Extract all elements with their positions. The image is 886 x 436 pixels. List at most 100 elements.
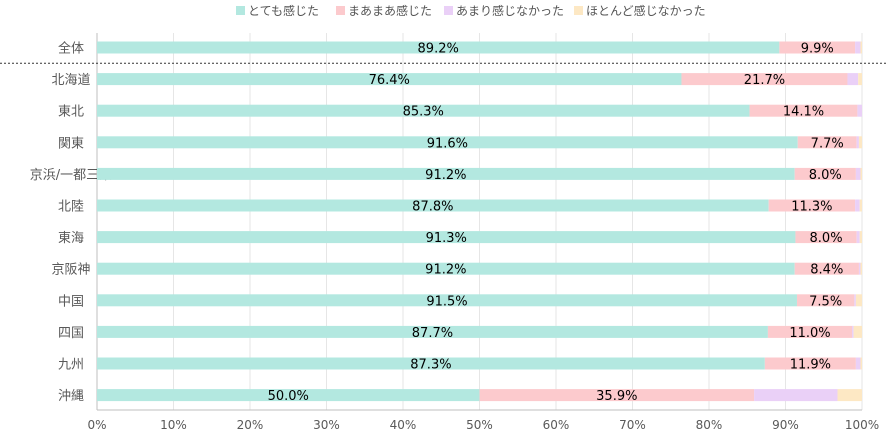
legend-swatch xyxy=(444,6,453,15)
bar-segment xyxy=(768,199,856,212)
x-tick-label: 10% xyxy=(160,418,187,432)
category-label: 北海道 xyxy=(51,73,90,88)
bar-segment xyxy=(97,73,682,86)
bar-segment xyxy=(854,294,856,307)
x-tick-label: 40% xyxy=(390,418,417,432)
data-label: 8.0% xyxy=(810,231,843,246)
bar-segment xyxy=(97,41,780,54)
data-label: 85.3% xyxy=(403,105,444,120)
bar-segment xyxy=(97,389,480,402)
bar-segment xyxy=(749,104,858,117)
bar-segment xyxy=(764,357,856,370)
data-label: 7.5% xyxy=(809,294,842,309)
bar-segment xyxy=(852,325,854,338)
data-label: 89.2% xyxy=(418,42,459,57)
legend: とても感じた まあまあ感じた あまり感じなかった ほとんど感じなかった xyxy=(0,2,886,20)
category-label: 東海 xyxy=(58,230,84,246)
category-label: 全体 xyxy=(58,41,84,57)
category-label: 九州 xyxy=(58,358,84,373)
bar-segment xyxy=(795,231,857,244)
x-tick-label: 60% xyxy=(543,418,570,432)
bar-segment xyxy=(97,325,768,338)
data-label: 91.5% xyxy=(426,294,467,309)
bar-segment xyxy=(859,199,862,212)
bar-segment xyxy=(681,73,848,86)
bar-segment xyxy=(860,167,862,180)
x-tick-label: 80% xyxy=(696,418,723,432)
bar-segment xyxy=(837,389,862,402)
bar-segment xyxy=(779,41,856,54)
bar-segment xyxy=(855,41,861,54)
x-tick-label: 30% xyxy=(313,418,340,432)
bar-segment xyxy=(794,167,856,180)
bar-segment xyxy=(860,262,862,275)
data-label: 87.3% xyxy=(410,358,451,373)
x-tick-label: 100% xyxy=(845,418,879,432)
bar-segment xyxy=(97,104,750,117)
bar-segment xyxy=(859,231,862,244)
legend-swatch xyxy=(574,6,583,15)
bar-segment xyxy=(847,73,859,86)
legend-label: とても感じた xyxy=(248,4,320,18)
bar-segment xyxy=(858,136,862,149)
bar-segment xyxy=(97,199,769,212)
data-label: 87.8% xyxy=(412,200,453,215)
bar-segment xyxy=(97,262,795,275)
bar-segment xyxy=(754,389,838,402)
category-label: 中国 xyxy=(58,294,84,309)
data-label: 35.9% xyxy=(596,389,637,404)
data-label: 50.0% xyxy=(268,389,309,404)
bar-segment xyxy=(855,357,861,370)
bar-segment xyxy=(855,167,861,180)
data-label: 9.9% xyxy=(801,42,834,57)
bar-segment xyxy=(860,41,862,54)
legend-item-series-1: とても感じた xyxy=(236,2,319,19)
x-tick-label: 20% xyxy=(237,418,264,432)
data-label: 91.6% xyxy=(427,136,468,151)
data-label: 8.4% xyxy=(810,263,843,278)
x-tick-label: 0% xyxy=(87,418,106,432)
bar-segment xyxy=(97,231,796,244)
data-label: 7.7% xyxy=(811,136,844,151)
bar-segment xyxy=(855,294,862,307)
data-label: 21.7% xyxy=(744,73,785,88)
bar-segment xyxy=(855,199,860,212)
category-label: 北陸 xyxy=(58,199,84,215)
bar-segment xyxy=(97,136,798,149)
bar-segment xyxy=(97,294,797,307)
legend-item-series-3: あまり感じなかった xyxy=(444,2,564,19)
legend-label: あまり感じなかった xyxy=(456,4,565,18)
category-label: 沖縄 xyxy=(58,389,84,404)
category-label: 関東 xyxy=(58,135,84,151)
x-tick-label: 50% xyxy=(466,418,493,432)
data-label: 11.9% xyxy=(790,358,831,373)
bar-segment xyxy=(767,325,853,338)
category-label: 京阪神 xyxy=(51,263,90,278)
bar-segment xyxy=(794,262,859,275)
legend-swatch xyxy=(336,6,345,15)
category-label: 京浜/一都三県 xyxy=(30,168,112,183)
data-label: 76.4% xyxy=(369,73,410,88)
bar-segment xyxy=(857,104,862,117)
bar-segment xyxy=(858,73,862,86)
category-label: 四国 xyxy=(58,326,84,341)
bar-segment xyxy=(797,136,857,149)
data-label: 8.0% xyxy=(809,168,842,183)
legend-item-series-4: ほとんど感じなかった xyxy=(574,2,706,19)
data-label: 91.3% xyxy=(426,231,467,246)
bar-segment xyxy=(796,294,855,307)
data-label: 91.2% xyxy=(425,263,466,278)
bar-segment xyxy=(860,357,862,370)
bar-segment xyxy=(856,231,860,244)
data-label: 14.1% xyxy=(783,105,824,120)
data-label: 11.0% xyxy=(789,326,830,341)
legend-label: ほとんど感じなかった xyxy=(586,4,706,18)
legend-item-series-2: まあまあ感じた xyxy=(336,2,432,19)
bar-segment xyxy=(853,325,862,338)
x-tick-label: 70% xyxy=(619,418,646,432)
data-label: 91.2% xyxy=(425,168,466,183)
data-label: 87.7% xyxy=(412,326,453,341)
bar-segment xyxy=(856,136,859,149)
category-label: 東北 xyxy=(58,104,84,120)
